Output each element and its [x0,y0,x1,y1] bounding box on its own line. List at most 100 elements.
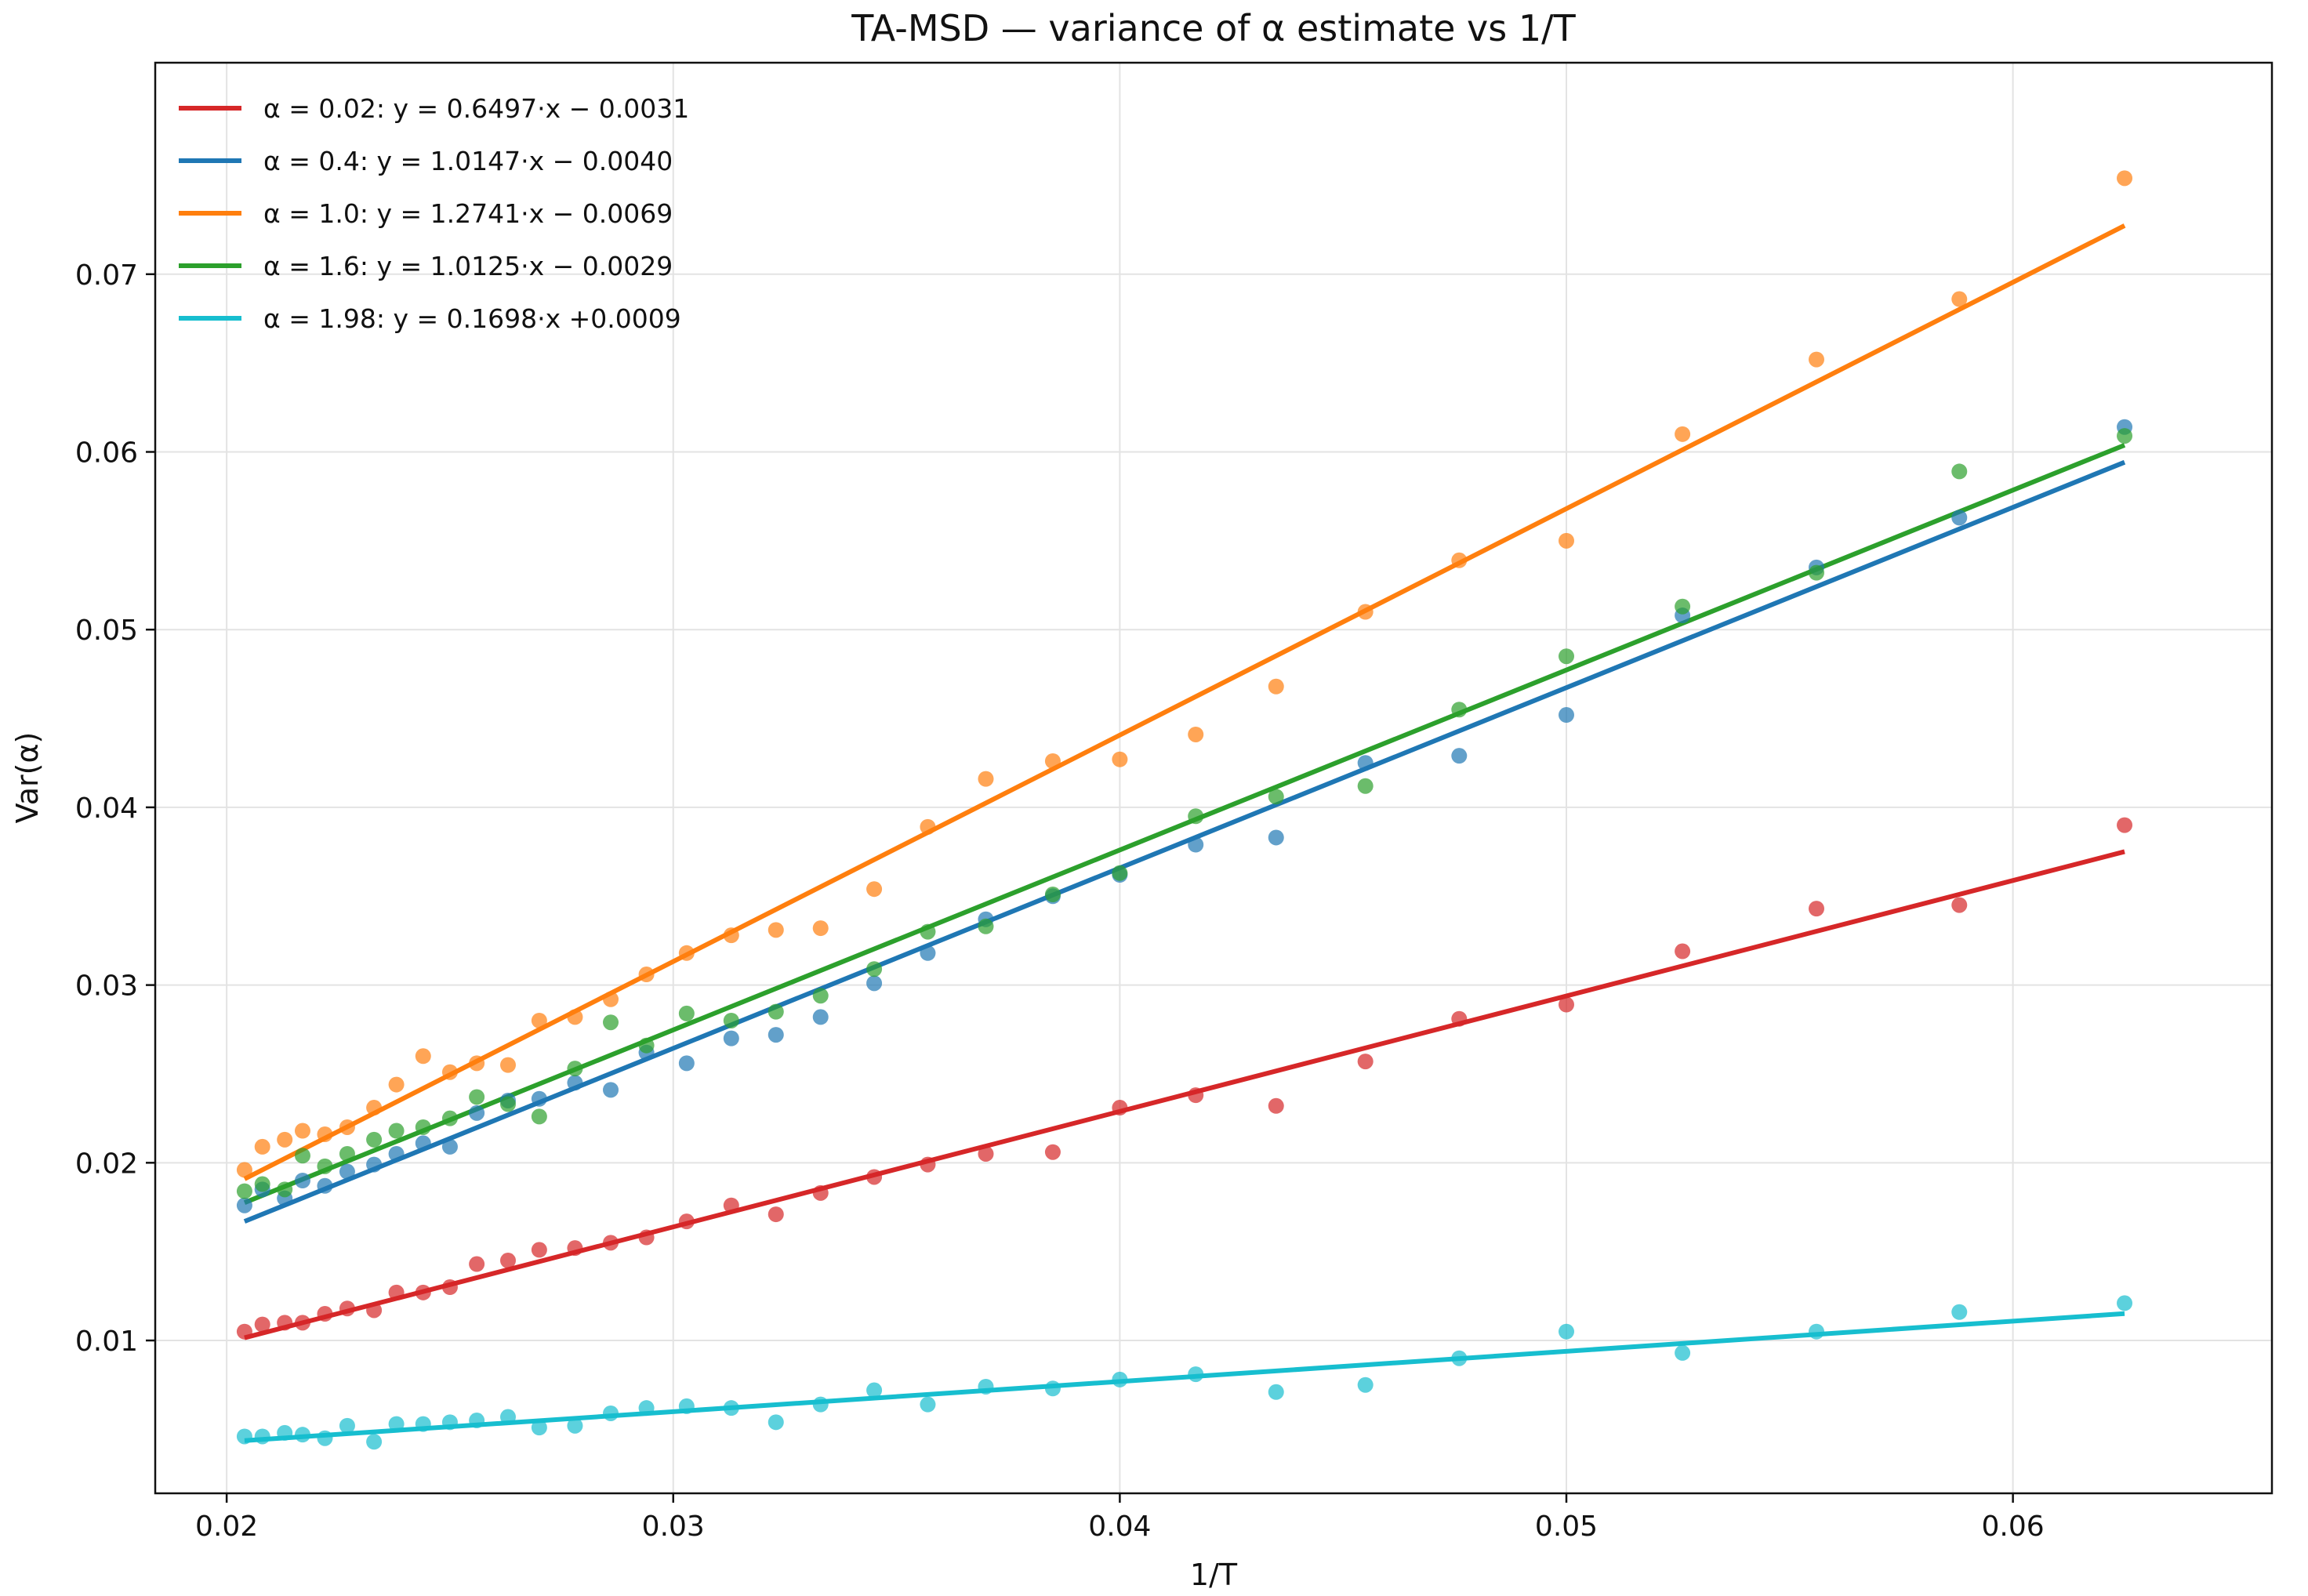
point-alpha-1-98 [567,1417,583,1434]
point-alpha-1-6 [1559,648,1574,665]
point-alpha-1-6 [866,961,883,978]
point-alpha-1-6 [1451,702,1468,718]
point-alpha-0-02 [723,1197,739,1213]
point-alpha-0-02 [1357,1054,1374,1070]
point-alpha-0-02 [1451,1010,1468,1027]
point-alpha-1-6 [1951,463,1968,480]
point-alpha-0-4 [294,1172,310,1188]
point-alpha-1-98 [294,1427,310,1443]
point-alpha-0-02 [1951,897,1968,913]
y-tick-label: 0.05 [75,615,138,647]
point-alpha-1-6 [500,1096,516,1112]
point-alpha-1-98 [1951,1304,1968,1320]
y-tick-label: 0.03 [75,970,138,1003]
y-tick-label: 0.01 [75,1326,138,1358]
point-alpha-1-6 [531,1108,547,1125]
fit-line-alpha-1-0 [243,223,2126,1181]
point-alpha-0-02 [678,1213,695,1230]
point-alpha-1-0 [1675,426,1691,442]
point-alpha-0-4 [236,1197,252,1213]
point-alpha-0-02 [866,1169,883,1185]
point-alpha-1-98 [2117,1295,2133,1311]
point-alpha-1-0 [920,818,936,835]
point-alpha-1-0 [768,922,784,938]
point-alpha-1-98 [366,1434,383,1450]
point-alpha-1-98 [768,1414,784,1431]
x-axis-label: 1/T [1190,1558,1238,1592]
point-alpha-1-6 [678,1005,695,1021]
legend-label-alpha-0-02: α = 0.02: y = 0.6497·x − 0.0031 [263,93,689,124]
y-tick-label: 0.02 [75,1148,138,1180]
point-alpha-1-98 [415,1416,431,1432]
point-alpha-1-0 [339,1119,355,1135]
point-alpha-0-4 [678,1055,695,1072]
point-alpha-1-6 [1808,564,1824,581]
point-alpha-0-02 [812,1184,829,1201]
x-tick-label: 0.04 [1088,1511,1151,1543]
point-alpha-1-6 [317,1158,333,1174]
y-tick-label: 0.04 [75,793,138,825]
point-alpha-0-02 [317,1306,333,1322]
point-alpha-1-0 [441,1064,458,1080]
axis-ticks: 0.02 0.03 0.04 0.05 0.06 0.01 0.02 0.03 0.04 0.05… [75,259,2045,1543]
point-alpha-0-02 [441,1279,458,1296]
point-alpha-1-6 [920,923,936,940]
point-alpha-0-4 [1268,829,1284,846]
point-alpha-0-4 [920,945,936,961]
x-tick-label: 0.03 [642,1511,705,1543]
point-alpha-1-0 [1951,291,1968,307]
point-alpha-1-98 [723,1400,739,1416]
point-alpha-1-6 [2117,428,2133,444]
point-alpha-1-98 [866,1382,883,1398]
point-alpha-0-4 [1559,707,1574,724]
point-alpha-0-02 [388,1284,405,1300]
point-alpha-1-0 [254,1138,270,1155]
point-alpha-1-0 [1268,678,1284,695]
point-alpha-1-0 [469,1055,485,1072]
point-alpha-0-4 [531,1090,547,1107]
point-alpha-0-02 [254,1316,270,1333]
point-alpha-1-98 [978,1378,994,1395]
point-alpha-1-0 [2117,170,2133,187]
point-alpha-0-4 [1951,510,1968,526]
point-alpha-1-0 [678,945,695,961]
point-alpha-1-0 [723,927,739,944]
point-alpha-1-98 [236,1428,252,1445]
point-alpha-1-98 [1357,1377,1374,1393]
point-alpha-0-4 [339,1163,355,1180]
point-alpha-1-98 [1808,1323,1824,1340]
legend: α = 0.02: y = 0.6497·x − 0.0031 α = 0.4: … [179,93,689,334]
point-alpha-1-98 [1268,1384,1284,1400]
point-alpha-1-6 [603,1014,619,1031]
point-alpha-0-4 [317,1177,333,1194]
point-alpha-0-4 [415,1135,431,1152]
point-alpha-1-0 [388,1076,405,1093]
point-alpha-0-4 [1357,755,1374,771]
point-alpha-1-0 [366,1100,383,1116]
point-alpha-1-6 [812,988,829,1004]
point-alpha-1-0 [317,1126,333,1143]
point-alpha-0-02 [277,1315,293,1331]
point-alpha-1-6 [415,1119,431,1135]
point-alpha-0-02 [1044,1144,1061,1160]
point-alpha-1-6 [469,1089,485,1105]
point-alpha-0-02 [1188,1087,1204,1104]
point-alpha-0-02 [1675,943,1691,959]
point-alpha-1-0 [236,1162,252,1178]
gridlines [155,63,2272,1493]
point-alpha-0-02 [236,1323,252,1340]
x-tick-label: 0.06 [1982,1511,2045,1543]
point-alpha-1-0 [567,1009,583,1025]
point-alpha-0-02 [415,1284,431,1300]
point-alpha-1-98 [920,1396,936,1413]
point-alpha-1-0 [277,1131,293,1148]
point-alpha-1-98 [500,1409,516,1425]
x-tick-label: 0.02 [195,1511,258,1543]
point-alpha-0-02 [768,1206,784,1223]
legend-label-alpha-0-4: α = 0.4: y = 1.0147·x − 0.0040 [263,146,673,176]
point-alpha-1-6 [339,1145,355,1162]
point-alpha-0-02 [1268,1097,1284,1114]
point-alpha-0-4 [1188,836,1204,853]
point-alpha-0-4 [388,1145,405,1162]
